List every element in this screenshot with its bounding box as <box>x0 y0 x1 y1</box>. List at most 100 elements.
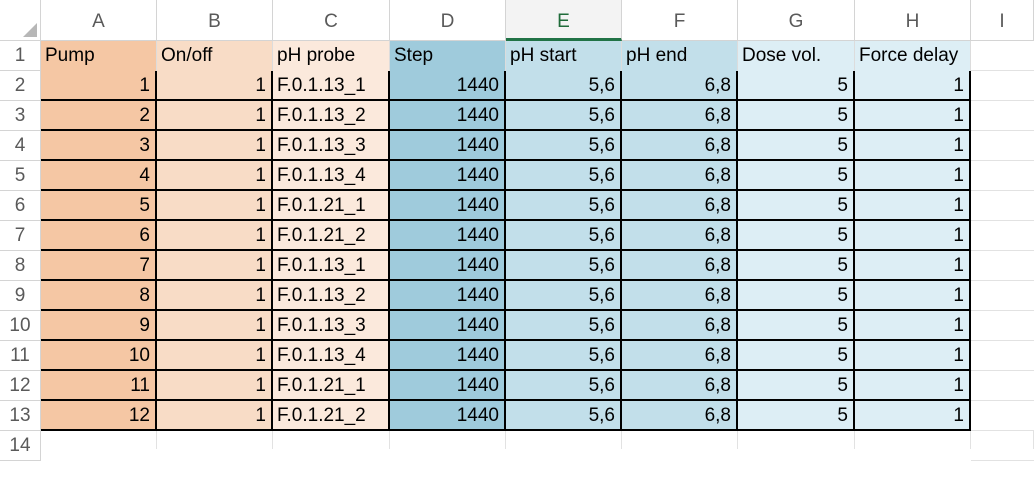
cell-e2[interactable]: 5,6 <box>506 71 622 101</box>
cell-e13[interactable]: 5,6 <box>506 401 622 431</box>
row-header-6[interactable]: 6 <box>0 191 41 221</box>
column-header-d[interactable]: D <box>390 0 506 41</box>
cell-b13[interactable]: 1 <box>157 401 273 431</box>
cell-f2[interactable]: 6,8 <box>622 71 738 101</box>
row-header-4[interactable]: 4 <box>0 131 41 161</box>
header-cell-g1[interactable]: Dose vol. <box>738 41 855 71</box>
cell-c2[interactable]: F.0.1.13_1 <box>273 71 390 101</box>
cell-g8[interactable]: 5 <box>738 251 855 281</box>
row-header-14[interactable]: 14 <box>0 431 41 461</box>
cell-d9[interactable]: 1440 <box>390 281 506 311</box>
cell-f7[interactable]: 6,8 <box>622 221 738 251</box>
row-header-2[interactable]: 2 <box>0 71 41 101</box>
cell-h11[interactable]: 1 <box>855 341 971 371</box>
column-header-f[interactable]: F <box>622 0 738 41</box>
header-cell-d1[interactable]: Step <box>390 41 506 71</box>
cell-f4[interactable]: 6,8 <box>622 131 738 161</box>
cell-c11[interactable]: F.0.1.13_4 <box>273 341 390 371</box>
cell-g9[interactable]: 5 <box>738 281 855 311</box>
cell-a13[interactable]: 12 <box>41 401 157 431</box>
cell-f3[interactable]: 6,8 <box>622 101 738 131</box>
cell-e8[interactable]: 5,6 <box>506 251 622 281</box>
cell-g13[interactable]: 5 <box>738 401 855 431</box>
cell-b5[interactable]: 1 <box>157 161 273 191</box>
cell-a3[interactable]: 2 <box>41 101 157 131</box>
cell-a5[interactable]: 4 <box>41 161 157 191</box>
cell-d4[interactable]: 1440 <box>390 131 506 161</box>
cell-f6[interactable]: 6,8 <box>622 191 738 221</box>
cell-b3[interactable]: 1 <box>157 101 273 131</box>
cell-c4[interactable]: F.0.1.13_3 <box>273 131 390 161</box>
cell-d5[interactable]: 1440 <box>390 161 506 191</box>
cell-g12[interactable]: 5 <box>738 371 855 401</box>
row-header-13[interactable]: 13 <box>0 401 41 431</box>
cell-d6[interactable]: 1440 <box>390 191 506 221</box>
cell-e3[interactable]: 5,6 <box>506 101 622 131</box>
cell-f13[interactable]: 6,8 <box>622 401 738 431</box>
column-header-e[interactable]: E <box>506 0 622 41</box>
cell-c10[interactable]: F.0.1.13_3 <box>273 311 390 341</box>
cell-f9[interactable]: 6,8 <box>622 281 738 311</box>
row-header-11[interactable]: 11 <box>0 341 41 371</box>
cell-b6[interactable]: 1 <box>157 191 273 221</box>
header-cell-h1[interactable]: Force delay <box>855 41 971 71</box>
cell-h8[interactable]: 1 <box>855 251 971 281</box>
cell-g6[interactable]: 5 <box>738 191 855 221</box>
cell-c13[interactable]: F.0.1.21_2 <box>273 401 390 431</box>
column-header-c[interactable]: C <box>273 0 390 41</box>
cell-c9[interactable]: F.0.1.13_2 <box>273 281 390 311</box>
cell-b12[interactable]: 1 <box>157 371 273 401</box>
cell-c6[interactable]: F.0.1.21_1 <box>273 191 390 221</box>
row-header-9[interactable]: 9 <box>0 281 41 311</box>
cell-b4[interactable]: 1 <box>157 131 273 161</box>
cell-a11[interactable]: 10 <box>41 341 157 371</box>
row-header-7[interactable]: 7 <box>0 221 41 251</box>
select-all-triangle-icon[interactable] <box>23 23 37 37</box>
cell-d8[interactable]: 1440 <box>390 251 506 281</box>
cell-g4[interactable]: 5 <box>738 131 855 161</box>
row-header-3[interactable]: 3 <box>0 101 41 131</box>
cell-h12[interactable]: 1 <box>855 371 971 401</box>
cell-g5[interactable]: 5 <box>738 161 855 191</box>
cell-b11[interactable]: 1 <box>157 341 273 371</box>
row-header-12[interactable]: 12 <box>0 371 41 401</box>
cell-a4[interactable]: 3 <box>41 131 157 161</box>
cell-a9[interactable]: 8 <box>41 281 157 311</box>
header-cell-e1[interactable]: pH start <box>506 41 622 71</box>
cell-f5[interactable]: 6,8 <box>622 161 738 191</box>
row-header-8[interactable]: 8 <box>0 251 41 281</box>
cell-h9[interactable]: 1 <box>855 281 971 311</box>
cell-a6[interactable]: 5 <box>41 191 157 221</box>
cell-c3[interactable]: F.0.1.13_2 <box>273 101 390 131</box>
cell-h5[interactable]: 1 <box>855 161 971 191</box>
header-cell-f1[interactable]: pH end <box>622 41 738 71</box>
header-cell-c1[interactable]: pH probe <box>273 41 390 71</box>
cell-a10[interactable]: 9 <box>41 311 157 341</box>
cell-f11[interactable]: 6,8 <box>622 341 738 371</box>
cell-e7[interactable]: 5,6 <box>506 221 622 251</box>
cell-a12[interactable]: 11 <box>41 371 157 401</box>
cell-c12[interactable]: F.0.1.21_1 <box>273 371 390 401</box>
cell-g11[interactable]: 5 <box>738 341 855 371</box>
cell-b7[interactable]: 1 <box>157 221 273 251</box>
cell-e4[interactable]: 5,6 <box>506 131 622 161</box>
column-header-g[interactable]: G <box>738 0 855 41</box>
cell-c7[interactable]: F.0.1.21_2 <box>273 221 390 251</box>
cell-d10[interactable]: 1440 <box>390 311 506 341</box>
cell-f8[interactable]: 6,8 <box>622 251 738 281</box>
row-header-10[interactable]: 10 <box>0 311 41 341</box>
header-cell-b1[interactable]: On/off <box>157 41 273 71</box>
row-header-1[interactable]: 1 <box>0 41 41 71</box>
column-header-a[interactable]: A <box>41 0 157 41</box>
cell-b10[interactable]: 1 <box>157 311 273 341</box>
cell-g3[interactable]: 5 <box>738 101 855 131</box>
row-header-5[interactable]: 5 <box>0 161 41 191</box>
cell-h6[interactable]: 1 <box>855 191 971 221</box>
select-all-corner[interactable] <box>0 0 41 41</box>
cell-d12[interactable]: 1440 <box>390 371 506 401</box>
column-header-i[interactable]: I <box>971 0 1034 41</box>
cell-f10[interactable]: 6,8 <box>622 311 738 341</box>
cell-e11[interactable]: 5,6 <box>506 341 622 371</box>
cell-c8[interactable]: F.0.1.13_1 <box>273 251 390 281</box>
cell-e5[interactable]: 5,6 <box>506 161 622 191</box>
